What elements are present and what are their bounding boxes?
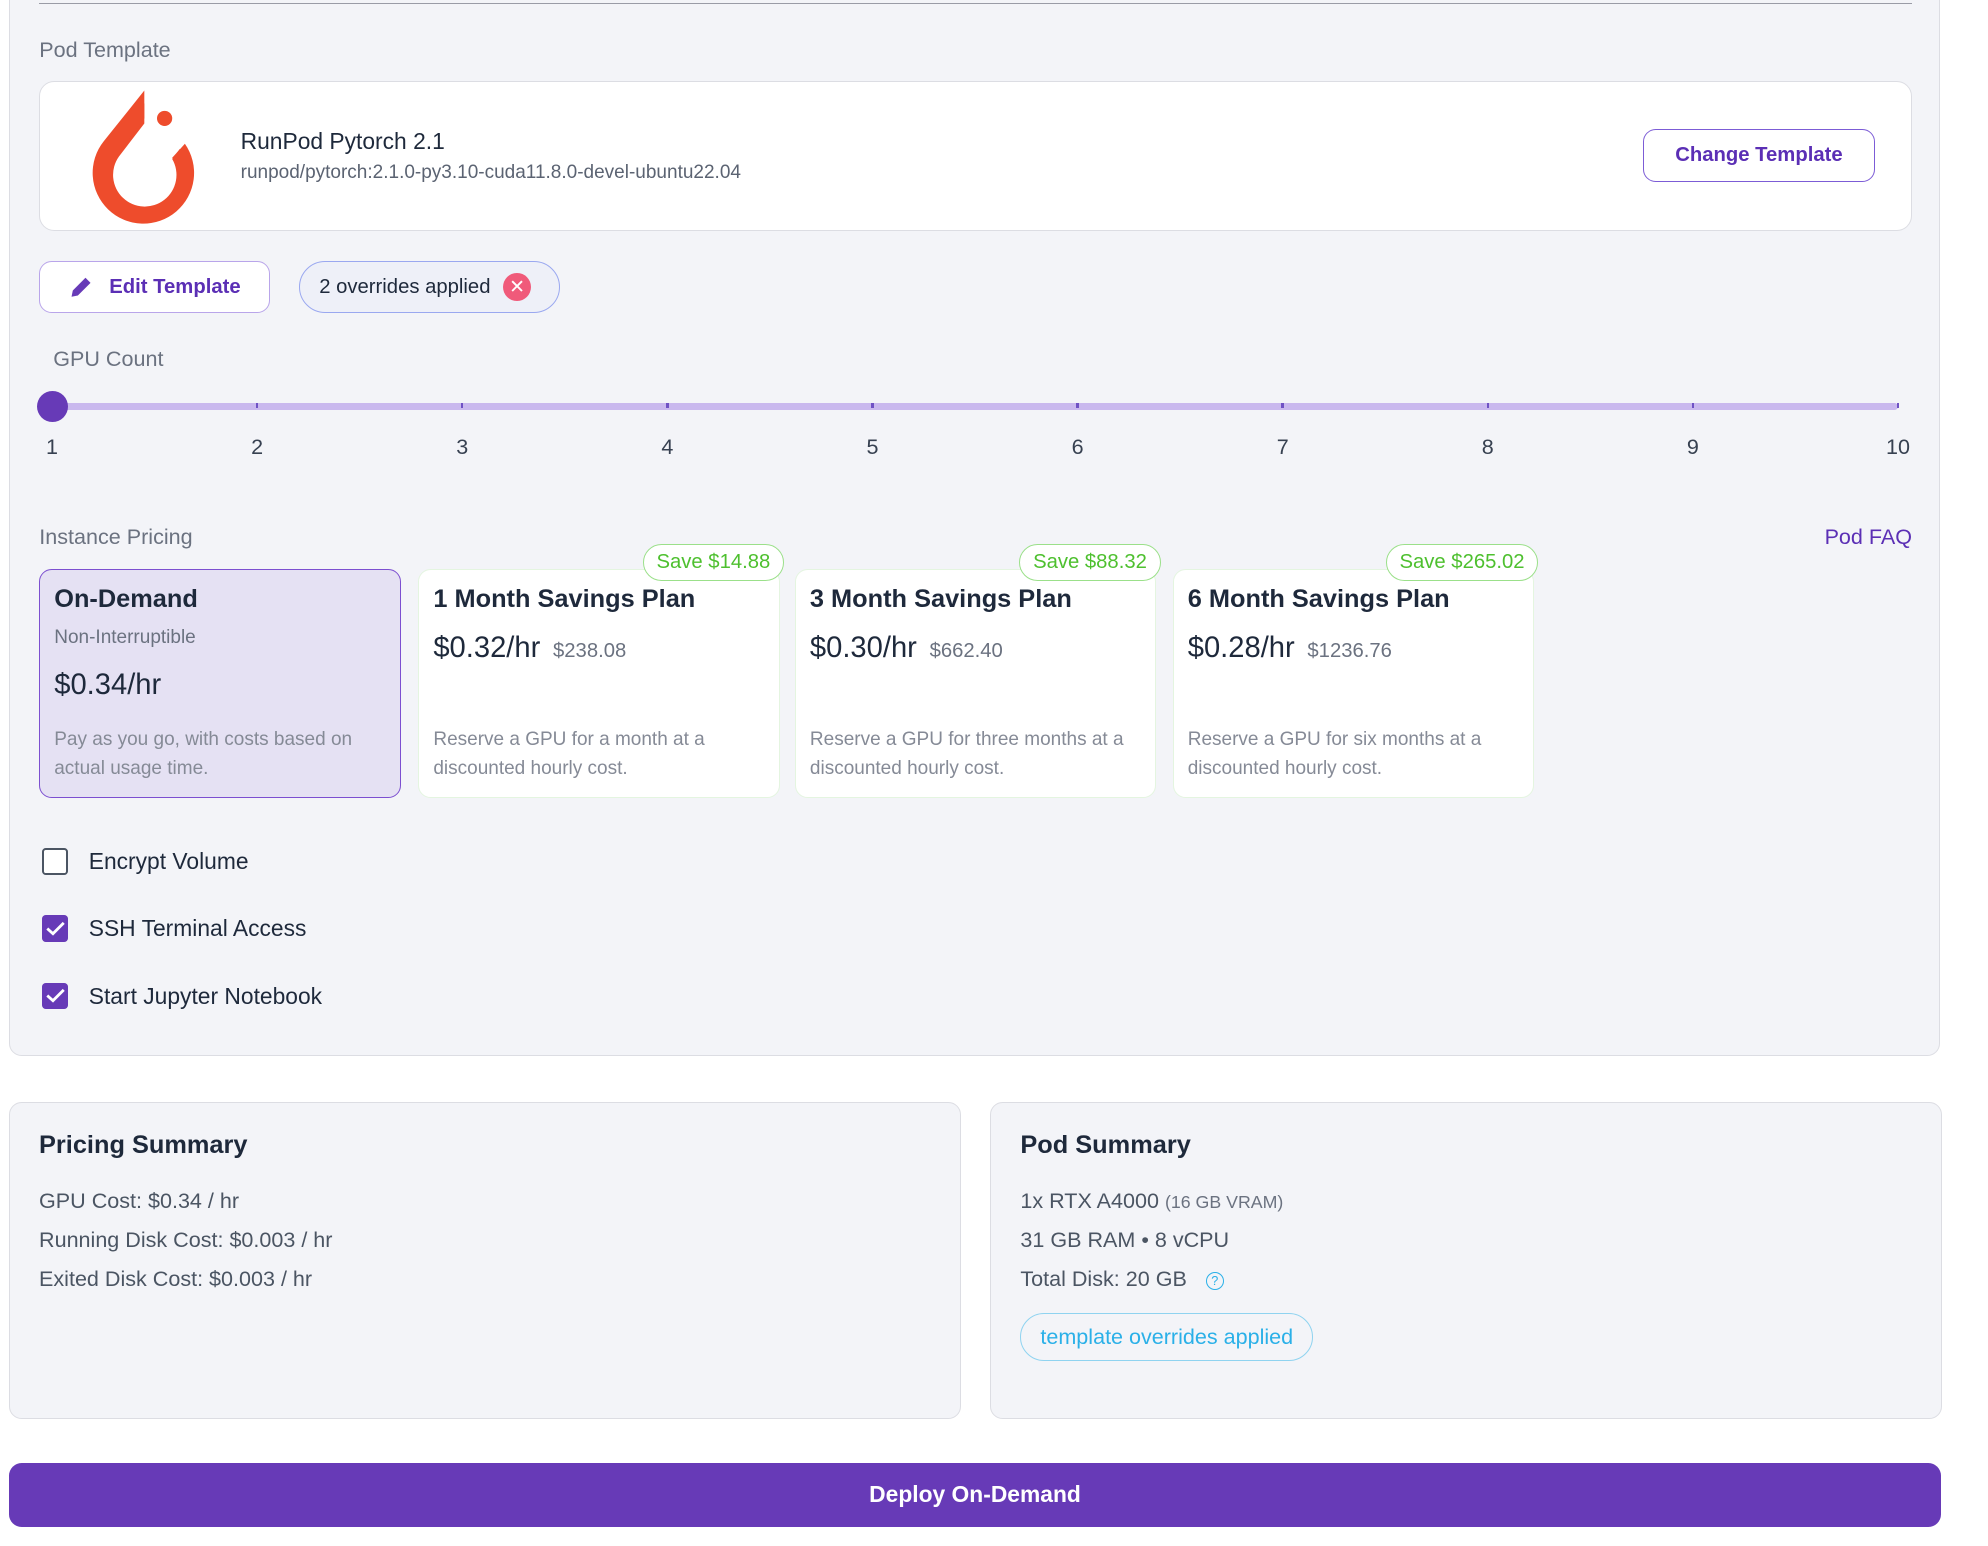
plan-total: $662.40	[929, 640, 1003, 663]
checkbox-label[interactable]: Start Jupyter Notebook	[88, 982, 323, 1009]
template-image: runpod/pytorch:2.1.0-py3.10-cuda11.8.0-d…	[240, 162, 741, 184]
plan-price: $0.28/hr	[1187, 632, 1295, 665]
plan-description: Reserve a GPU for a month at a discounte…	[433, 728, 705, 780]
slider-tick-label[interactable]: 6	[1071, 433, 1084, 459]
overrides-pill: 2 overrides applied ✕	[299, 261, 561, 314]
savings-badge: Save $14.88	[642, 543, 784, 581]
slider-tick-label[interactable]: 3	[456, 433, 469, 459]
pricing-plan-card[interactable]: 6 Month Savings Plan $0.28/hr $1236.76 Rese…	[1172, 569, 1535, 798]
slider-tick	[1691, 403, 1695, 409]
exited-disk-cost: Exited Disk Cost: $0.003 / hr	[39, 1266, 313, 1292]
checkbox-label[interactable]: Encrypt Volume	[88, 848, 249, 875]
checkmark-icon	[45, 922, 65, 936]
ram-cpu-spec: 31 GB RAM • 8 vCPU	[1020, 1226, 1230, 1252]
plan-total: $238.08	[553, 640, 627, 663]
checkbox[interactable]	[41, 848, 69, 875]
help-icon[interactable]: ?	[1205, 1271, 1224, 1291]
checkbox[interactable]	[41, 982, 69, 1010]
slider-tick	[1896, 403, 1900, 409]
plan-total: $1236.76	[1307, 640, 1392, 663]
template-card: RunPod Pytorch 2.1 runpod/pytorch:2.1.0-…	[39, 81, 1912, 231]
slider-tick	[255, 403, 259, 409]
plan-description: Reserve a GPU for three months at a disc…	[809, 728, 1124, 780]
checkmark-icon	[45, 989, 65, 1003]
savings-badge: Save $265.02	[1385, 543, 1539, 581]
gpu-count-label: GPU Count	[53, 346, 164, 372]
deploy-button[interactable]: Deploy On-Demand	[8, 1463, 1942, 1527]
plan-price: $0.32/hr	[433, 632, 541, 665]
pod-template-label: Pod Template	[39, 36, 171, 62]
slider-tick	[460, 403, 464, 409]
gpu-cost: GPU Cost: $0.34 / hr	[39, 1187, 240, 1213]
slider-tick	[871, 403, 874, 409]
plan-price: $0.34/hr	[54, 669, 162, 702]
pytorch-logo-icon	[92, 91, 195, 225]
instance-pricing-label: Instance Pricing	[39, 523, 193, 549]
edit-template-button[interactable]: Edit Template	[39, 261, 271, 314]
plan-price: $0.30/hr	[809, 632, 917, 665]
plan-title: On-Demand	[54, 585, 198, 614]
plan-subtitle: Non-Interruptible	[54, 627, 196, 649]
total-disk: Total Disk: 20 GB	[1020, 1266, 1187, 1292]
pencil-icon	[71, 278, 91, 298]
divider	[39, 2, 1912, 4]
edit-template-label: Edit Template	[109, 275, 241, 298]
clear-overrides-icon[interactable]: ✕	[503, 273, 532, 302]
pricing-summary-panel: Pricing Summary GPU Cost: $0.34 / hr Run…	[8, 1101, 962, 1419]
pod-summary-panel: Pod Summary 1x RTX A4000 (16 GB VRAM) 31…	[990, 1101, 1943, 1419]
slider-tick-label[interactable]: 1	[45, 433, 58, 459]
overrides-text: 2 overrides applied	[319, 275, 491, 298]
vram-spec: (16 GB VRAM)	[1164, 1191, 1284, 1212]
slider-tick	[666, 403, 669, 409]
gpu-count-slider-thumb[interactable]	[36, 390, 69, 423]
template-overrides-pill[interactable]: template overrides applied	[1020, 1313, 1314, 1362]
pricing-plan-card[interactable]: 3 Month Savings Plan $0.30/hr $662.40 Reser…	[794, 569, 1157, 798]
pod-summary-title: Pod Summary	[1020, 1130, 1191, 1159]
slider-tick-label[interactable]: 7	[1276, 433, 1289, 459]
slider-tick-label[interactable]: 10	[1886, 433, 1911, 459]
checkbox-label[interactable]: SSH Terminal Access	[88, 915, 307, 942]
slider-tick	[1281, 403, 1284, 409]
plan-title: 3 Month Savings Plan	[809, 585, 1072, 614]
running-disk-cost: Running Disk Cost: $0.003 / hr	[39, 1226, 333, 1252]
plan-title: 6 Month Savings Plan	[1187, 585, 1450, 614]
slider-tick	[1486, 403, 1490, 409]
pricing-plan-card[interactable]: 1 Month Savings Plan $0.32/hr $238.08 Reser…	[418, 569, 780, 798]
pricing-plan-card[interactable]: On-Demand Non-Interruptible $0.34/hr Pay as…	[39, 569, 401, 798]
template-name: RunPod Pytorch 2.1	[240, 127, 445, 154]
slider-tick	[1076, 403, 1079, 409]
gpu-count-slider-track[interactable]	[51, 403, 1899, 410]
slider-tick-label[interactable]: 4	[661, 433, 674, 459]
pricing-summary-title: Pricing Summary	[39, 1130, 248, 1159]
plan-description: Reserve a GPU for six months at a discou…	[1187, 728, 1482, 780]
savings-badge: Save $88.32	[1019, 543, 1161, 581]
change-template-button[interactable]: Change Template	[1642, 129, 1875, 183]
pod-faq-link[interactable]: Pod FAQ	[1824, 523, 1912, 549]
slider-tick-label[interactable]: 9	[1686, 433, 1699, 459]
checkbox[interactable]	[41, 915, 69, 943]
slider-tick-label[interactable]: 2	[251, 433, 264, 459]
plan-title: 1 Month Savings Plan	[433, 585, 696, 614]
slider-tick-label[interactable]: 5	[866, 433, 879, 459]
plan-description: Pay as you go, with costs based on actua…	[54, 728, 353, 780]
slider-tick-label[interactable]: 8	[1481, 433, 1494, 459]
gpu-spec: 1x RTX A4000	[1020, 1187, 1159, 1213]
